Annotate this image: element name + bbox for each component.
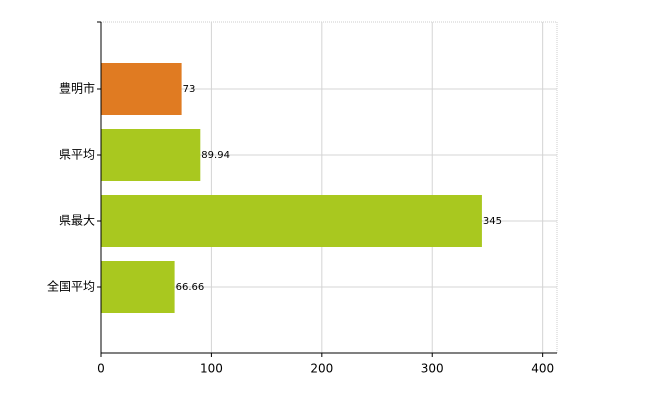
value-label: 89.94 (201, 150, 230, 161)
bar (101, 129, 201, 181)
y-tick-label: 県最大 (59, 214, 95, 228)
value-label: 345 (483, 216, 502, 227)
y-tick-label: 県平均 (59, 148, 95, 162)
bar (101, 195, 482, 247)
bar (101, 63, 182, 115)
x-tick-label: 300 (421, 362, 444, 376)
value-label: 66.66 (176, 282, 205, 293)
x-tick-label: 400 (531, 362, 554, 376)
x-tick-label: 0 (97, 362, 105, 376)
y-tick-label: 豊明市 (59, 81, 95, 96)
x-tick-label: 200 (310, 362, 333, 376)
value-label: 73 (183, 84, 196, 95)
bar (101, 261, 175, 313)
x-tick-label: 100 (200, 362, 223, 376)
y-tick-label: 全国平均 (47, 279, 95, 294)
